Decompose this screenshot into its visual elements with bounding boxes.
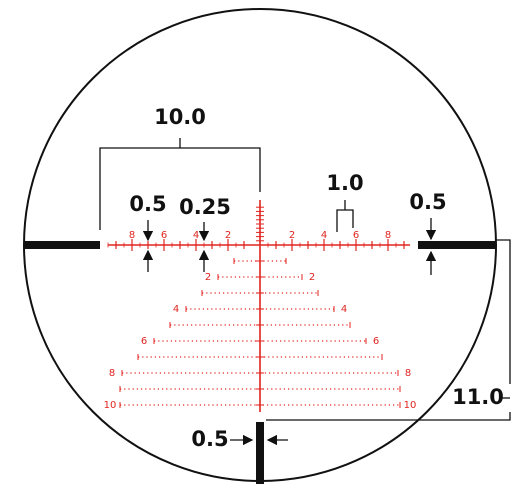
h-label: 8 <box>129 230 135 241</box>
label: 0.5 <box>129 192 166 216</box>
h-label: 2 <box>289 230 295 241</box>
red-reticle: 8 6 4 2 2 4 6 8 2 2 4 4 6 6 8 8 10 10 <box>104 200 417 412</box>
label: 0.25 <box>179 195 231 219</box>
h-label: 6 <box>353 230 359 241</box>
v-label: 4 <box>173 304 179 315</box>
h-label: 2 <box>225 230 231 241</box>
label: 10.0 <box>154 105 206 129</box>
label: 0.5 <box>191 427 228 451</box>
v-label: 6 <box>141 336 147 347</box>
label: 1.0 <box>326 171 363 195</box>
h-label: 4 <box>321 230 327 241</box>
v-label: 2 <box>309 272 315 283</box>
h-label: 8 <box>385 230 391 241</box>
v-label: 6 <box>373 336 379 347</box>
label: 11.0 <box>452 385 504 409</box>
v-label: 8 <box>109 368 115 379</box>
v-label: 10 <box>404 400 417 411</box>
label: 0.5 <box>409 190 446 214</box>
v-label: 4 <box>341 304 347 315</box>
h-label: 4 <box>193 230 199 241</box>
v-label: 2 <box>205 272 211 283</box>
annotations: 10.0 0.5 0.25 1.0 0.5 11.0 0.5 <box>99 105 513 451</box>
v-label: 10 <box>104 400 117 411</box>
posts <box>25 241 495 484</box>
v-label: 8 <box>405 368 411 379</box>
h-label: 6 <box>161 230 167 241</box>
